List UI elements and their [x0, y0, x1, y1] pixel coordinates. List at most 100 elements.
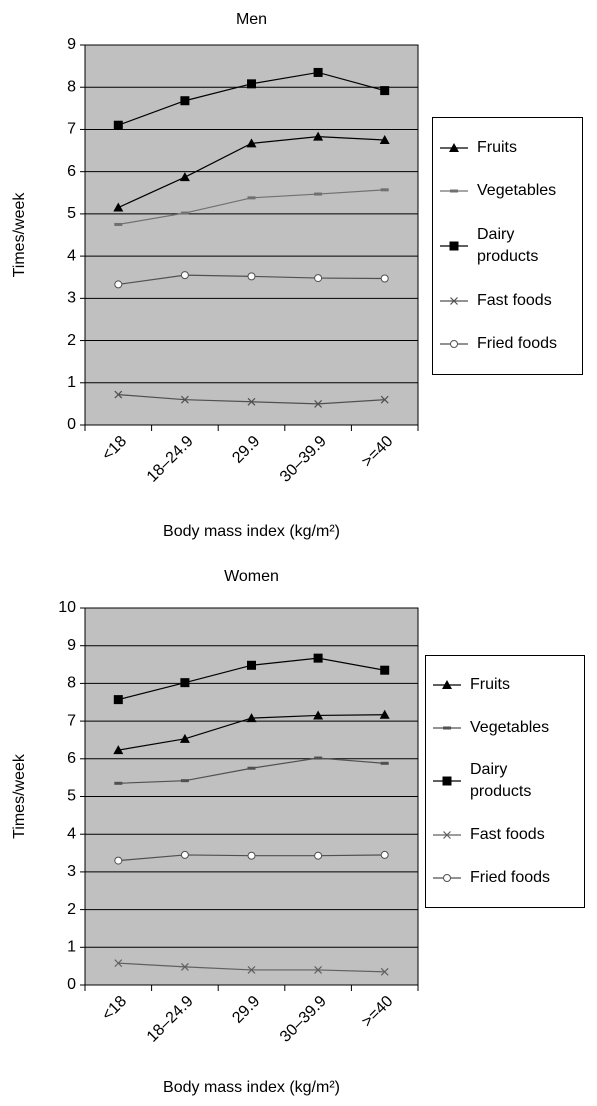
marker: [443, 726, 451, 730]
y-tick-label: 3: [67, 290, 76, 307]
marker: [443, 873, 451, 882]
marker: [180, 779, 189, 783]
marker: [450, 296, 458, 305]
marker: [449, 241, 459, 251]
x-tick-label: 18–24.9: [144, 993, 197, 1046]
marker: [180, 395, 189, 404]
legend-swatch: [433, 680, 461, 690]
marker: [380, 665, 390, 675]
marker: [380, 86, 390, 96]
legend-label: Fast foods: [477, 291, 552, 309]
marker: [380, 967, 389, 976]
chart-title: Women: [224, 568, 279, 585]
marker: [314, 965, 323, 974]
legend-swatch: [433, 831, 461, 840]
marker: [314, 274, 323, 283]
marker: [443, 831, 451, 840]
x-tick-label: >=40: [359, 433, 397, 471]
legend-swatch: [433, 873, 461, 882]
marker: [114, 959, 123, 968]
legend-swatch: [440, 296, 468, 305]
legend-swatch: [433, 776, 461, 786]
legend-swatch: [440, 189, 468, 193]
x-axis-label: Body mass index (kg/m²): [163, 1079, 340, 1096]
marker: [114, 280, 123, 289]
legend: Fruits Vegetables Dairy products Fast foods…: [425, 655, 585, 908]
marker: [450, 189, 458, 193]
y-tick-label: 2: [67, 901, 76, 918]
y-tick-label: 9: [67, 637, 76, 654]
legend-label: Vegetables: [470, 718, 550, 736]
x-tick-label: 29.9: [229, 433, 263, 467]
marker: [247, 965, 256, 974]
marker: [246, 138, 257, 148]
legend-item: Dairy products: [439, 224, 576, 268]
marker: [180, 962, 189, 971]
y-tick-label: 5: [67, 205, 76, 222]
y-tick-label: 1: [67, 374, 76, 391]
marker: [114, 856, 123, 865]
marker: [247, 79, 256, 89]
y-tick-label: 9: [67, 36, 76, 53]
legend-label: Vegetables: [477, 182, 557, 200]
marker: [247, 196, 256, 200]
y-axis-label: Times/week: [11, 192, 28, 278]
marker: [180, 850, 189, 859]
marker: [380, 395, 389, 404]
x-tick-label: 30–39.9: [277, 993, 330, 1046]
chart: Men Times/week Body mass index (kg/m²) 0 1 2 3…: [11, 11, 419, 540]
marker: [180, 678, 190, 688]
x-tick-label: 30–39.9: [277, 433, 330, 486]
legend-item: Fast foods: [439, 290, 576, 312]
marker: [180, 211, 189, 215]
y-tick-label: 7: [67, 121, 76, 138]
marker: [380, 761, 389, 765]
marker: [247, 766, 256, 770]
legend-item: Fruits: [439, 137, 576, 159]
plot-area: [84, 44, 419, 426]
legend-item: Fast foods: [432, 824, 578, 846]
marker: [246, 713, 257, 723]
legend-item: Fried foods: [439, 333, 576, 355]
marker: [179, 172, 190, 182]
x-tick-label: >=40: [359, 993, 397, 1031]
marker: [380, 274, 389, 283]
y-tick-label: 4: [67, 825, 76, 842]
legend-item: Fruits: [432, 674, 578, 696]
legend-swatch: [440, 340, 468, 349]
marker: [113, 120, 123, 130]
legend-swatch: [433, 726, 461, 730]
x-tick-label: 18–24.9: [144, 433, 197, 486]
marker: [442, 776, 452, 786]
x-tick-label: 29.9: [229, 993, 263, 1027]
y-tick-label: 3: [67, 863, 76, 880]
marker: [247, 851, 256, 860]
y-tick-label: 8: [67, 675, 76, 692]
marker: [313, 67, 323, 77]
marker: [114, 390, 123, 399]
marker: [313, 710, 324, 720]
marker: [313, 653, 323, 663]
chart: Women Times/week Body mass index (kg/m²) 0 1…: [11, 568, 419, 1096]
y-tick-label: 2: [67, 332, 76, 349]
marker: [380, 850, 389, 859]
marker: [180, 96, 190, 106]
legend-label: Dairy products: [470, 761, 532, 801]
legend-label: Fruits: [470, 676, 510, 694]
y-axis-label: Times/week: [11, 753, 28, 839]
marker: [247, 272, 256, 281]
marker: [113, 202, 124, 212]
y-tick-label: 8: [67, 78, 76, 95]
legend-swatch: [440, 142, 468, 152]
marker: [247, 397, 256, 406]
y-tick-label: 6: [67, 163, 76, 180]
legend-item: Vegetables: [439, 180, 576, 202]
y-tick-label: 6: [67, 750, 76, 767]
marker: [114, 781, 123, 785]
marker: [114, 222, 123, 226]
legend-label: Fast foods: [470, 826, 545, 844]
legend-item: Fried foods: [432, 867, 578, 889]
marker: [449, 142, 459, 152]
